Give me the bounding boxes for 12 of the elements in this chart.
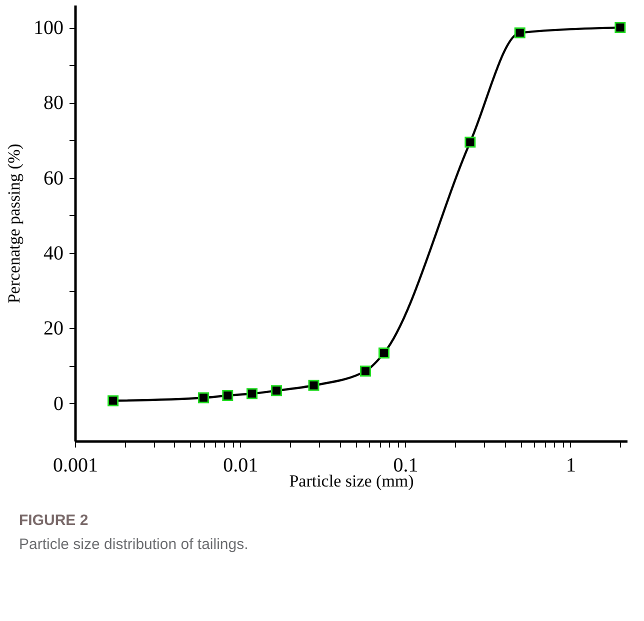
x-tick-label: 0.001	[53, 454, 98, 476]
y-tick-label: 80	[44, 92, 64, 114]
x-tick-label: 1	[566, 454, 576, 476]
x-tick-label: 0.01	[223, 454, 258, 476]
y-tick-label: 20	[44, 318, 64, 340]
text: Particle size distribution of tailings.	[19, 536, 248, 553]
caption: FIGURE 2	[19, 512, 88, 529]
y-tick-label: 40	[44, 242, 64, 265]
y-tick-label: 60	[44, 167, 64, 190]
y-axis-title: Percenatge passing (%)	[4, 144, 24, 304]
y-tick-label: 100	[34, 17, 64, 40]
y-tick-label: 0	[54, 392, 64, 415]
